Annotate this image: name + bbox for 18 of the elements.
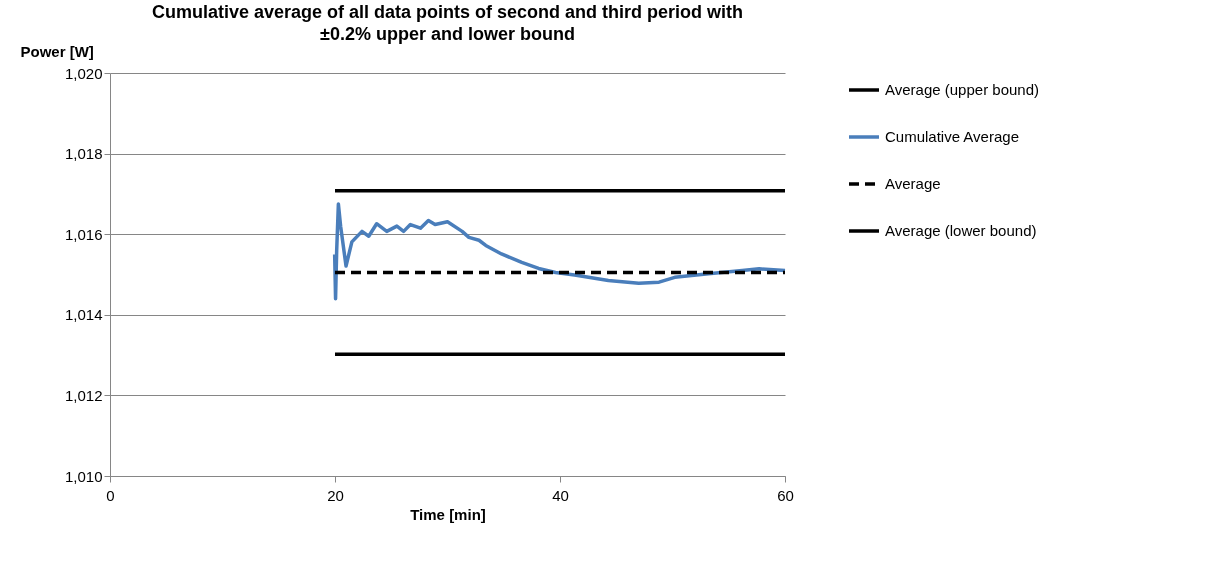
legend-label: Average [885, 175, 941, 192]
legend-label: Average (lower bound) [885, 222, 1037, 239]
y-tick-label: 1,012 [64, 386, 103, 404]
legend-label: Average (upper bound) [885, 81, 1039, 98]
y-tick-label: 1,020 [64, 64, 103, 82]
x-tick-label: 40 [552, 486, 569, 504]
x-tick-label: 20 [327, 486, 344, 504]
legend-label: Cumulative Average [885, 128, 1019, 145]
y-tick-label: 1,018 [64, 145, 103, 163]
x-tick-label: 0 [106, 486, 115, 504]
y-tick-label: 1,014 [64, 306, 103, 324]
line-series [332, 202, 787, 301]
x-tick-label: 60 [777, 486, 794, 504]
chart-title: Cumulative average of all data points of second and third period with ±0.2% upper and lower bound [151, 2, 744, 44]
y-tick-label: 1,016 [64, 225, 103, 243]
x-axis-title: Time [min] [410, 505, 486, 523]
y-tick-label: 1,010 [64, 467, 103, 485]
y-axis-title: Power [W] [20, 42, 94, 60]
